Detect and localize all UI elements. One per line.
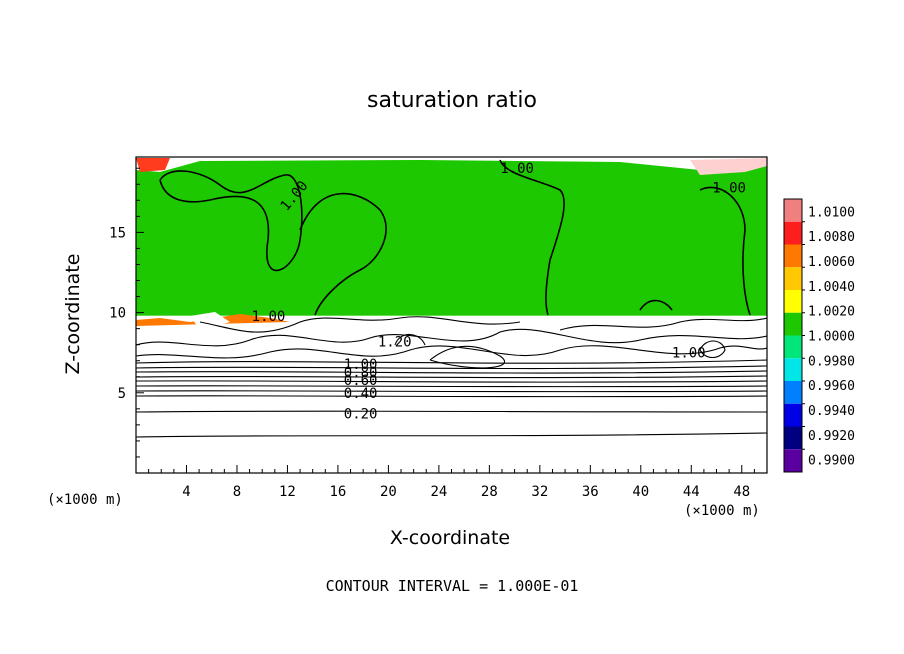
x-tick-label: 20 (380, 484, 397, 500)
contour-label-11: 0.20 (344, 407, 378, 423)
mid-edge-white-patch (190, 312, 230, 330)
contour-line-9 (559, 317, 767, 331)
y-tick-label: 10 (109, 306, 126, 322)
region-lower-layer (136, 315, 767, 473)
colorbar-swatch (784, 403, 802, 427)
colorbar-swatch (784, 267, 802, 290)
contour-line-8 (199, 316, 521, 333)
top-left-red-patch (136, 158, 170, 172)
contour-label-2: 1.00 (500, 161, 534, 177)
x-tick-label: 44 (683, 484, 700, 500)
colorbar-label: 1.0060 (808, 255, 855, 270)
field-layer (136, 157, 767, 473)
contour-label-6: 1.00 (672, 346, 706, 362)
region-upper-layer (136, 157, 767, 316)
y-tick-label: 15 (109, 225, 126, 241)
contour-line-6 (136, 328, 767, 347)
x-tick-label: 4 (182, 484, 190, 500)
colorbar-label: 0.9940 (808, 404, 855, 419)
contour-line-17 (136, 380, 767, 383)
contour-line-20 (136, 395, 767, 398)
contour-line-22 (136, 432, 767, 438)
x-unit-label-right: (×1000 m) (684, 503, 760, 519)
contour-line-16 (136, 375, 767, 379)
contour-label-8: 0.80 (344, 365, 378, 381)
y-axis: 5 10 15 (109, 167, 144, 458)
contour-labels: 1.001.001.001.001.201.001.000.800.600.40… (252, 161, 746, 422)
y-axis-label: Z-coordinate (62, 253, 84, 375)
contour-line-5 (639, 299, 673, 311)
contour-line-3 (499, 159, 565, 316)
colorbar-swatch (784, 449, 802, 472)
colorbar-label: 0.9900 (808, 454, 855, 469)
chart-title: saturation ratio (367, 88, 537, 113)
colorbar-swatch (784, 199, 802, 222)
x-tick-label: 12 (279, 484, 296, 500)
colorbar-label: 1.0080 (808, 230, 855, 245)
contour-layer (136, 159, 767, 438)
colorbar-swatch (784, 290, 802, 313)
colorbar-label: 1.0020 (808, 305, 855, 320)
x-tick-label: 36 (582, 484, 599, 500)
contour-line-14 (136, 365, 767, 370)
colorbar-swatch (784, 426, 802, 450)
contour-line-18 (136, 385, 767, 388)
contour-line-11 (394, 333, 426, 346)
colorbar-label: 1.0100 (808, 205, 855, 220)
top-edge-strip (136, 157, 767, 172)
colorbar: 1.0100 1.0080 1.0060 1.0040 1.0020 1.0000 0.99… (783, 198, 855, 473)
x-tick-label: 40 (632, 484, 649, 500)
contour-line-4 (699, 186, 751, 316)
colorbar-label: 0.9980 (808, 354, 855, 369)
contour-label-7: 1.00 (344, 357, 378, 373)
x-tick-label: 48 (733, 484, 750, 500)
colorbar-label: 1.0040 (808, 280, 855, 295)
x-tick-label: 28 (481, 484, 498, 500)
contour-line-12 (699, 340, 726, 359)
x-tick-label: 24 (430, 484, 447, 500)
contour-line-19 (136, 390, 767, 393)
contour-label-9: 0.60 (344, 373, 378, 389)
y-tick-label: 5 (118, 386, 126, 402)
contour-line-1 (159, 170, 303, 272)
contour-line-21 (136, 410, 767, 413)
contour-label-5: 1.20 (378, 334, 412, 350)
contour-label-3: 1.00 (712, 180, 746, 196)
colorbar-label: 0.9920 (808, 429, 855, 444)
x-unit-label-left: (×1000 m) (47, 492, 123, 508)
contour-line-15 (136, 370, 767, 374)
colorbar-swatch (784, 381, 802, 404)
contour-line-7 (136, 345, 767, 359)
contour-label-10: 0.40 (344, 386, 378, 402)
colorbar-label: 1.0000 (808, 330, 855, 345)
x-tick-label: 8 (233, 484, 241, 500)
colorbar-swatch (784, 221, 802, 245)
contour-label-4: 1.00 (252, 309, 286, 325)
colorbar-swatch (784, 358, 802, 381)
colorbar-swatch (784, 312, 802, 336)
contour-interval-note: CONTOUR INTERVAL = 1.000E-01 (325, 577, 579, 595)
colorbar-swatch (784, 335, 802, 359)
x-axis-label: X-coordinate (389, 527, 511, 549)
colorbar-label: 0.9960 (808, 379, 855, 394)
x-tick-label: 16 (329, 484, 346, 500)
x-axis: 4 8 12 16 20 24 28 32 36 40 44 48 (148, 465, 755, 500)
contour-line-13 (136, 359, 767, 364)
top-right-pink-patch (690, 158, 767, 175)
x-tick-label: 32 (531, 484, 548, 500)
contour-line-10 (429, 345, 505, 369)
contour-line-2 (299, 192, 387, 316)
colorbar-swatch (784, 244, 802, 268)
